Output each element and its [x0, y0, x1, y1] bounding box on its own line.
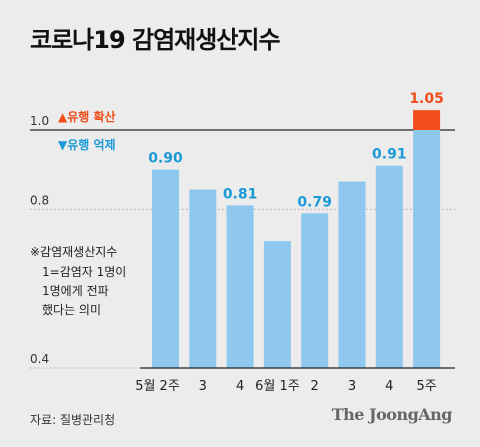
data-label: 0.91 [372, 147, 407, 163]
brand-logo: The JoongAng [331, 405, 453, 424]
x-tick-label: 3 [348, 379, 356, 394]
data-label: 0.81 [223, 186, 258, 202]
y-tick-label: 0.4 [30, 352, 49, 366]
bar [301, 213, 329, 368]
bar-exceed-segment [413, 110, 441, 130]
note-line: 1=감염자 1명이 [42, 265, 126, 279]
x-tick-label: 4 [236, 379, 244, 394]
data-label: 1.05 [409, 91, 444, 107]
x-tick-label: 6월 1주 [255, 379, 300, 394]
y-tick-label: 1.0 [30, 114, 49, 128]
bar [226, 205, 254, 368]
bar [189, 189, 217, 368]
source-note: 자료: 질병관리청 [30, 413, 116, 427]
data-label: 0.90 [148, 151, 183, 167]
bar [413, 130, 441, 368]
legend-up: ▲유행 확산 [58, 109, 116, 124]
legend-down: ▼유행 억제 [58, 137, 116, 152]
note-heading: ※감염재생산지수 [30, 245, 117, 259]
note-line: 1명에게 전파 [42, 284, 109, 298]
data-label: 0.79 [297, 194, 332, 210]
x-tick-label: 5주 [416, 379, 436, 394]
bar [338, 181, 366, 368]
bar [375, 165, 403, 368]
bar [152, 169, 179, 368]
x-tick-label: 3 [199, 379, 207, 394]
y-tick-label: 0.8 [30, 193, 49, 207]
bar [263, 241, 291, 368]
note-line: 했다는 의미 [42, 303, 101, 317]
chart-title: 코로나19 감염재생산지수 [30, 26, 281, 54]
x-tick-label: 2 [311, 379, 319, 394]
x-tick-label: 4 [385, 379, 393, 394]
x-tick-label: 5월 2주 [135, 379, 180, 394]
